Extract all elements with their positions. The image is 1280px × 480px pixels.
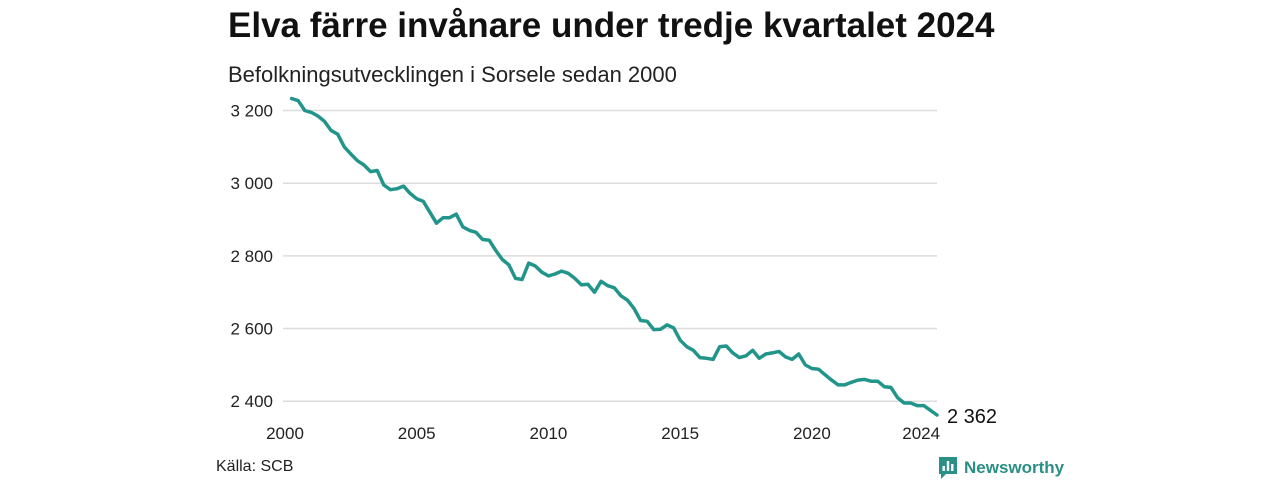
x-axis-ticks: 2000 2005 2010 2015 2020 2024 <box>266 424 940 443</box>
end-value-label: 2 362 <box>947 406 997 428</box>
series-group <box>289 96 939 417</box>
newsworthy-logo-icon <box>939 457 957 479</box>
y-tick-label: 2 600 <box>230 320 273 339</box>
x-tick-label: 2020 <box>793 424 831 443</box>
population-line <box>289 96 939 417</box>
y-tick-label: 3 000 <box>230 174 273 193</box>
grid-lines <box>283 109 937 402</box>
y-tick-label: 2 800 <box>230 247 273 266</box>
end-label-group: 2 362 <box>947 406 997 428</box>
x-tick-label: 2000 <box>266 424 304 443</box>
x-tick-label: 2005 <box>398 424 436 443</box>
x-tick-label: 2010 <box>530 424 568 443</box>
x-tick-label: 2024 <box>902 424 940 443</box>
chart-title: Elva färre invånare under tredje kvartal… <box>228 6 995 45</box>
source-note: Källa: SCB <box>216 458 294 475</box>
y-tick-label: 2 400 <box>230 392 273 411</box>
chart-subtitle: Befolkningsutvecklingen i Sorsele sedan … <box>228 62 677 87</box>
y-axis-ticks: 2 400 2 600 2 800 3 000 3 200 <box>230 102 273 412</box>
y-tick-label: 3 200 <box>230 102 273 121</box>
brand-logo: Newsworthy <box>938 456 1064 480</box>
x-tick-label: 2015 <box>661 424 699 443</box>
brand-name: Newsworthy <box>964 458 1065 477</box>
